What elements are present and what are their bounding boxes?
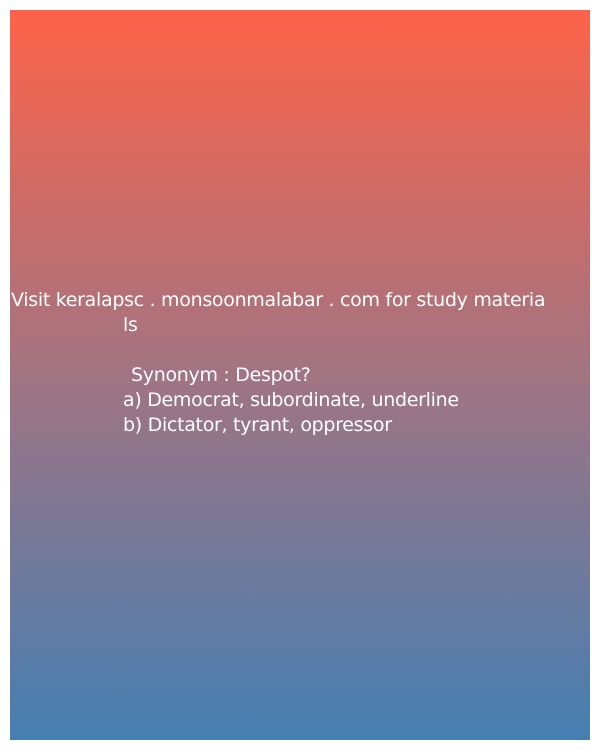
question-prompt: Synonym : Despot? — [131, 364, 311, 386]
promo-text-line-1: Visit keralapsc . monsoonmalabar . com f… — [11, 289, 546, 311]
promo-text-line-2: ls — [123, 314, 138, 336]
option-a: a) Democrat, subordinate, underline — [123, 389, 459, 411]
blank-line — [10, 338, 590, 363]
option-b: b) Dictator, tyrant, oppressor — [123, 414, 392, 436]
quiz-card: Visit keralapsc . monsoonmalabar . com f… — [10, 10, 590, 740]
quiz-text-block: Visit keralapsc . monsoonmalabar . com f… — [10, 288, 590, 438]
